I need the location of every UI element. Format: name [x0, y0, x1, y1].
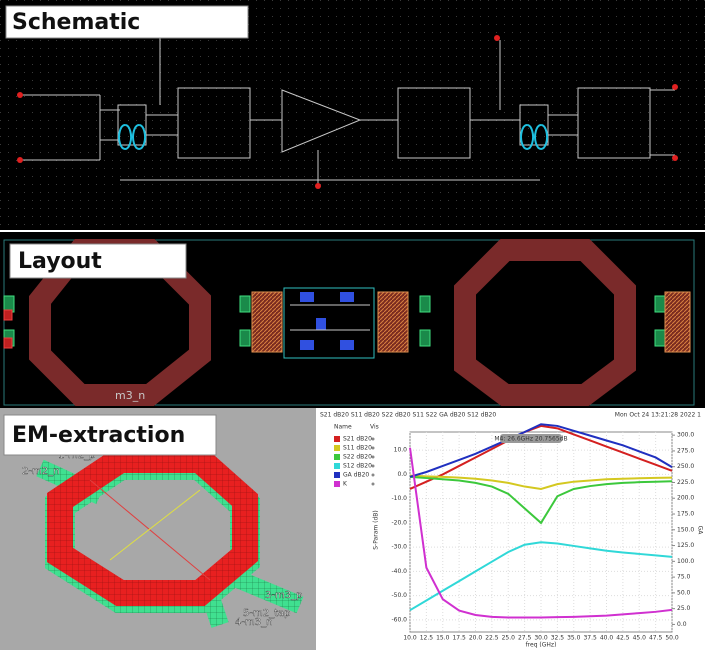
x-tick-label: 35.0 [567, 635, 581, 642]
y2-tick-label: 25.0 [677, 605, 691, 612]
x-tick-label: 45.0 [633, 635, 647, 642]
x-tick-label: 30.0 [534, 635, 548, 642]
y2-tick-label: 125.0 [677, 542, 694, 549]
annotation: M4: 26.6GHz 20.7565dB [494, 436, 567, 443]
panel-title-box [9, 243, 187, 279]
x-axis-label: freq (GHz) [526, 642, 557, 649]
chart-subtitle: Mon Oct 24 13:21:28 2022 1 [615, 412, 701, 419]
x-tick-label: 37.5 [583, 635, 597, 642]
layout-label: m3_n [115, 389, 145, 402]
panel-title-box [5, 5, 249, 39]
x-tick-label: 17.5 [452, 635, 466, 642]
x-tick-label: 25.0 [502, 635, 516, 642]
legend-label: K [343, 481, 348, 488]
y2-axis-label: GA [697, 526, 704, 536]
x-tick-label: 15.0 [436, 635, 450, 642]
series-line [409, 541, 673, 612]
y-tick-label: -40.0 [391, 568, 407, 575]
chart-panel: S21 dB20 S11 dB20 S22 dB20 S11 S22 GA dB… [316, 408, 705, 650]
port-label: 2-m2_n [22, 466, 59, 477]
x-tick-label: 50.0 [665, 635, 679, 642]
x-tick-label: 22.5 [485, 635, 499, 642]
legend-swatch [334, 463, 340, 469]
schematic-panel: Schematic [0, 0, 705, 230]
y-tick-label: 0.0 [397, 471, 407, 478]
legend-vis [371, 482, 375, 486]
x-tick-label: 12.5 [420, 635, 434, 642]
legend-vis [371, 464, 375, 468]
y-tick-label: -60.0 [391, 616, 407, 623]
y2-tick-label: 100.0 [677, 558, 694, 565]
y2-tick-label: 200.0 [677, 495, 694, 502]
x-tick-label: 47.5 [649, 635, 663, 642]
legend-swatch [334, 436, 340, 442]
y2-tick-label: 50.0 [677, 589, 691, 596]
port-label: 3-m3_p [265, 590, 302, 601]
y-tick-label: -30.0 [391, 544, 407, 551]
x-tick-label: 27.5 [518, 635, 532, 642]
x-tick-label: 42.5 [616, 635, 630, 642]
y-axis-label: S-Param (dB) [373, 510, 380, 550]
series-line [409, 447, 673, 619]
y-tick-label: -20.0 [391, 519, 407, 526]
legend-vis [371, 446, 375, 450]
y2-tick-label: 175.0 [677, 511, 694, 518]
y2-tick-label: 250.0 [677, 463, 694, 470]
port-label: 5-m2_tap [243, 608, 290, 619]
series-line [409, 423, 673, 478]
y-tick-label: -50.0 [391, 592, 407, 599]
annotation-box [500, 434, 562, 443]
y2-tick-label: 75.0 [677, 574, 691, 581]
y2-tick-label: 150.0 [677, 526, 694, 533]
y2-tick-label: 300.0 [677, 432, 694, 439]
legend-header: Name [334, 424, 352, 431]
series-line [409, 424, 673, 490]
series-line [409, 475, 673, 525]
y2-tick-label: 225.0 [677, 479, 694, 486]
layout-panel: m3_n Layout [0, 232, 705, 408]
y2-tick-label: 275.0 [677, 447, 694, 454]
x-tick-label: 40.0 [600, 635, 614, 642]
panel-title: EM-extraction [12, 423, 185, 448]
legend-swatch [334, 481, 340, 487]
panel-title: Layout [18, 249, 102, 274]
legend-vis [371, 437, 375, 441]
port-label: 4-m3_n [235, 617, 272, 628]
legend-label: S22 dB20 [343, 454, 372, 461]
series-line [409, 474, 673, 490]
legend-swatch [334, 454, 340, 460]
legend-label: GA dB20 [343, 472, 369, 479]
x-tick-label: 10.0 [403, 635, 417, 642]
legend-label: S11 dB20 [343, 445, 372, 452]
legend-label: S21 dB20 [343, 436, 372, 443]
panel-title-box [3, 414, 217, 456]
x-tick-label: 32.5 [551, 635, 565, 642]
x-tick-label: 20.0 [469, 635, 483, 642]
y-tick-label: 10.0 [394, 447, 408, 454]
legend-label: S12 dB20 [343, 463, 372, 470]
legend-vis [371, 473, 375, 477]
legend-header: Vis [370, 424, 379, 431]
legend-swatch [334, 472, 340, 478]
legend-vis [371, 455, 375, 459]
chart-title: S21 dB20 S11 dB20 S22 dB20 S11 S22 GA dB… [320, 412, 496, 419]
y-tick-label: -10.0 [391, 495, 407, 502]
panel-title: Schematic [12, 10, 140, 35]
y2-tick-label: 0.0 [677, 621, 687, 628]
legend-swatch [334, 445, 340, 451]
